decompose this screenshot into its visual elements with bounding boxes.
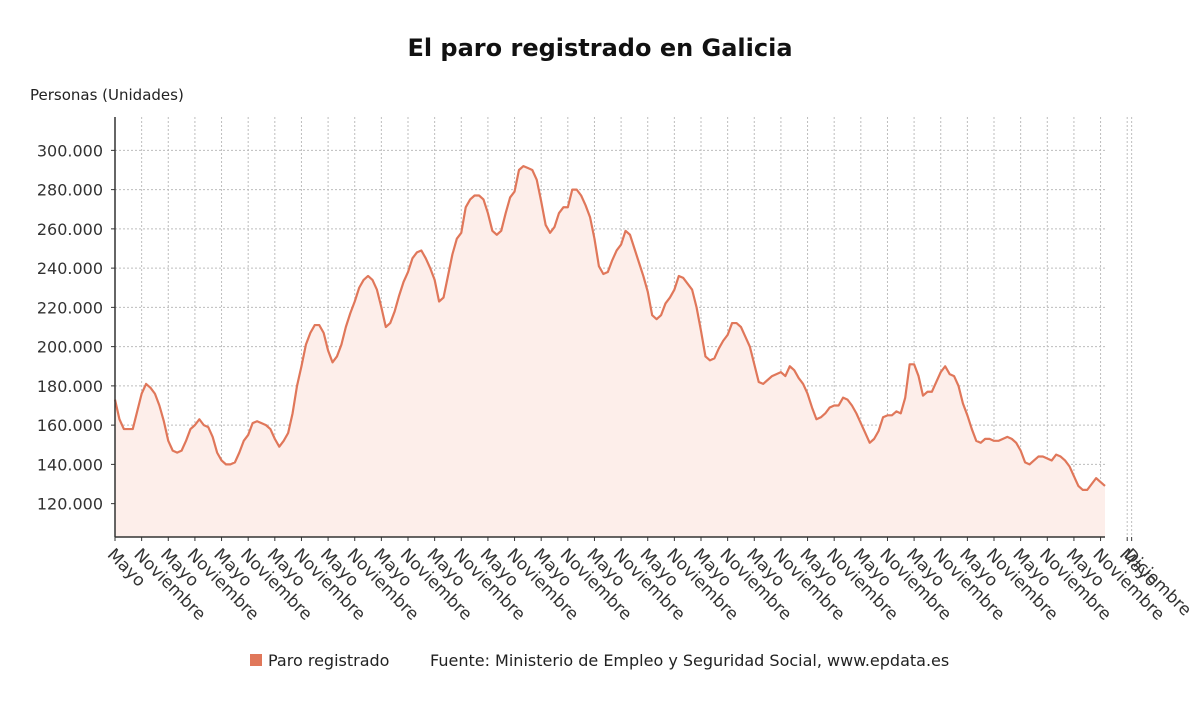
y-tick-label: 120.000 bbox=[37, 495, 103, 514]
y-axis-label: Personas (Unidades) bbox=[30, 86, 184, 104]
source-note: Fuente: Ministerio de Empleo y Seguridad… bbox=[430, 651, 949, 670]
legend-label: Paro registrado bbox=[268, 651, 389, 670]
axis-layer bbox=[111, 117, 1133, 541]
y-tick-label: 180.000 bbox=[37, 377, 103, 396]
y-tick-label: 140.000 bbox=[37, 455, 103, 474]
legend: Paro registrado Fuente: Ministerio de Em… bbox=[250, 651, 949, 670]
y-tick-label: 240.000 bbox=[37, 259, 103, 278]
y-tick-label: 200.000 bbox=[37, 338, 103, 357]
chart-title: El paro registrado en Galicia bbox=[407, 34, 792, 62]
legend-swatch bbox=[250, 654, 262, 666]
y-tick-label: 300.000 bbox=[37, 141, 103, 160]
series-line-paro-registrado bbox=[113, 164, 1106, 491]
series-layer bbox=[113, 164, 1106, 537]
source-link[interactable]: www.epdata.es bbox=[827, 651, 949, 670]
source-text: Fuente: Ministerio de Empleo y Seguridad… bbox=[430, 651, 827, 670]
series-area-paro-registrado bbox=[115, 166, 1105, 537]
y-tick-labels: 120.000 140.000 160.000 180.000 200.000 220.0… bbox=[37, 141, 103, 513]
y-tick-label: 160.000 bbox=[37, 416, 103, 435]
y-tick-label: 280.000 bbox=[37, 181, 103, 200]
y-tick-label: 260.000 bbox=[37, 220, 103, 239]
x-tick-labels: MayoNoviembreMayoNoviembreMayoNoviembreM… bbox=[103, 545, 1195, 625]
y-tick-label: 220.000 bbox=[37, 298, 103, 317]
